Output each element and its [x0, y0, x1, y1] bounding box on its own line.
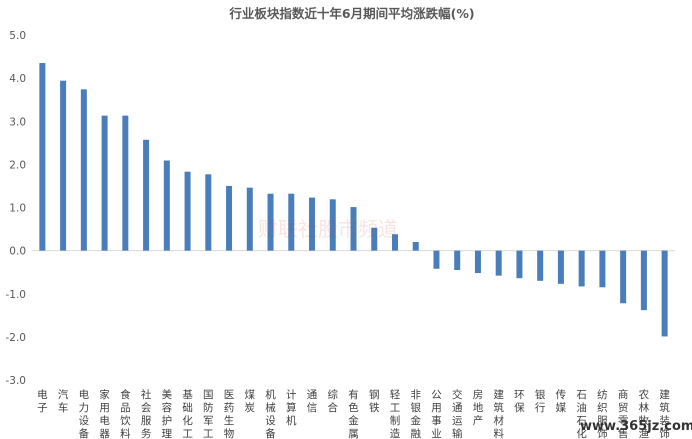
y-tick-label: 1.0: [9, 203, 26, 215]
y-tick-label: -1.0: [6, 289, 27, 301]
y-tick-label: 3.0: [9, 116, 26, 128]
bar: [39, 63, 46, 251]
x-tick-label: 轻工制造: [390, 388, 401, 439]
bar: [80, 89, 87, 251]
y-tick-label: 5.0: [9, 30, 26, 42]
bar: [391, 234, 398, 251]
y-tick-label: 2.0: [9, 159, 26, 171]
x-tick-label: 建筑装饰: [659, 388, 670, 439]
bar: [454, 250, 461, 271]
x-tick-label: 家用电器: [99, 388, 110, 439]
x-tick-label: 电力设备: [79, 388, 90, 439]
bar: [309, 197, 316, 251]
bar: [60, 80, 67, 251]
bar: [474, 250, 481, 274]
x-tick-label: 农林牧渔: [639, 388, 650, 439]
bar: [226, 185, 233, 251]
bar: [433, 250, 440, 269]
bar: [557, 250, 564, 284]
x-tick-label: 公用事业: [431, 389, 442, 439]
x-tick-label: 计算机: [286, 388, 297, 427]
x-tick-label: 房地产: [473, 388, 484, 427]
bar: [246, 187, 253, 251]
bar: [495, 250, 502, 276]
bar: [640, 250, 647, 311]
bar: [516, 250, 523, 279]
x-tick-label: 纺织服饰: [597, 388, 608, 439]
x-tick-label: 银行: [535, 388, 546, 414]
x-tick-label: 交通运输: [452, 388, 463, 439]
bar: [412, 242, 419, 251]
bar: [143, 139, 150, 251]
bar: [350, 207, 357, 251]
x-tick-label: 美容护理: [162, 388, 173, 439]
bar: [329, 199, 336, 251]
bar: [661, 250, 668, 337]
bar: [620, 250, 627, 304]
x-tick-label: 汽车: [58, 388, 69, 414]
x-tick-label: 通信: [307, 389, 318, 414]
bar: [205, 174, 212, 251]
bar: [599, 250, 606, 288]
x-tick-label: 机械设备: [265, 388, 276, 439]
x-tick-label: 电子: [37, 388, 48, 414]
y-tick-label: 0.0: [9, 246, 26, 258]
site-label: www.365jz.com: [580, 419, 692, 434]
x-tick-label: 医药生物: [224, 389, 235, 439]
bar: [101, 115, 108, 251]
bar: [122, 115, 129, 251]
bar: [537, 250, 544, 281]
watermark: 财联社股市频道: [258, 217, 398, 241]
y-tick-label: 4.0: [9, 73, 26, 85]
x-tick-label: 钢铁: [369, 388, 380, 414]
x-tick-label: 食品饮料: [120, 388, 131, 439]
x-tick-label: 非银金融: [410, 389, 421, 439]
x-tick-label: 石油石化: [576, 389, 587, 439]
bar: [288, 193, 295, 251]
plot-area: 5.0 4.0 3.0 2.0 1.0 0.0 -1.0 -2.0 -3.0 电子汽车电力设备家用…: [6, 30, 675, 439]
x-tick-label: 有色金属: [348, 388, 359, 439]
bar: [267, 193, 274, 251]
chart-title: 行业板块指数近十年6月期间平均涨跌幅(%): [228, 6, 474, 21]
x-tick-label: 社会服务: [141, 388, 152, 439]
bar: [578, 250, 585, 287]
x-tick-label: 建筑材料: [493, 388, 504, 439]
bar: [184, 171, 191, 251]
x-tick-label: 国防军工: [203, 389, 214, 439]
x-tick-label: 商贸零售: [618, 388, 629, 439]
x-tick-label: 传媒: [556, 389, 567, 414]
x-tick-label: 环保: [514, 389, 525, 414]
y-tick-label: -2.0: [6, 332, 27, 344]
x-tick-label: 综合: [328, 388, 339, 414]
y-tick-label: -3.0: [6, 375, 27, 387]
bar: [163, 160, 170, 251]
bar: [371, 227, 378, 251]
x-tick-label: 基础化工: [182, 388, 193, 439]
x-tick-label: 煤炭: [245, 388, 256, 414]
